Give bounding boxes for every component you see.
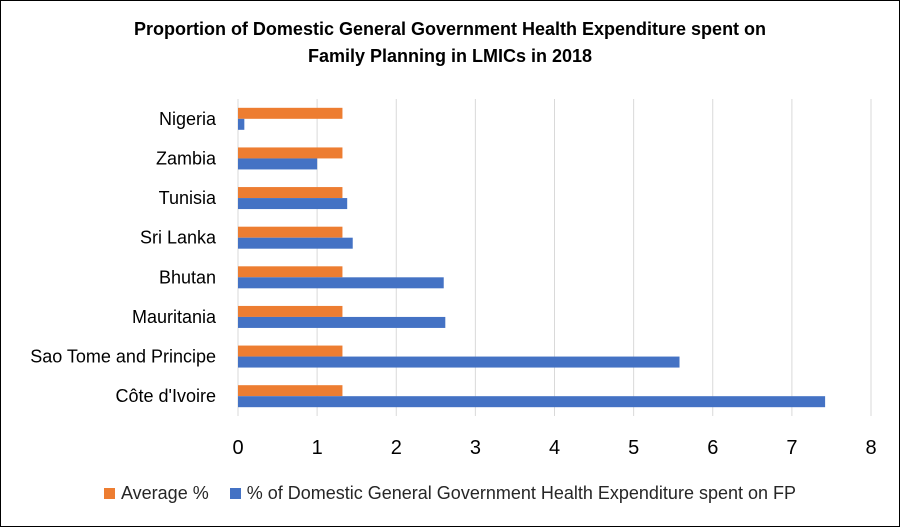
legend-swatch-average (103, 488, 115, 499)
category-label-sri-lanka: Sri Lanka (140, 228, 217, 248)
bar-fp-share-mauritania (238, 316, 446, 328)
bar-fp-share-zambia (238, 158, 318, 170)
bar-average-nigeria (238, 107, 343, 119)
bar-fp-share-c-te-d-ivoire (238, 396, 826, 408)
x-tick-label-4: 4 (549, 437, 560, 459)
x-axis-tick-labels: 0 1 2 3 4 5 6 7 8 (232, 437, 876, 459)
category-labels: Nigeria Zambia Tunisia Sri Lanka Bhutan Mauri… (30, 109, 217, 406)
category-label-mauritania: Mauritania (132, 307, 217, 327)
bar-fp-share-sri-lanka (238, 237, 353, 249)
x-tick-label-3: 3 (470, 437, 481, 459)
legend-label-fp-share: % of Domestic General Government Health … (246, 483, 797, 503)
chart-title-line-1: Proportion of Domestic General Governmen… (133, 19, 767, 39)
chart-title-line-2: Family Planning in LMICs in 2018 (307, 46, 593, 66)
bar-average-sao-tome-and-principe (238, 345, 343, 357)
x-tick-label-5: 5 (628, 437, 639, 459)
category-label-bhutan: Bhutan (159, 267, 216, 287)
chart-title: Proportion of Domestic General Governmen… (0, 16, 900, 70)
bar-fp-share-nigeria (238, 118, 245, 130)
bars (238, 107, 826, 408)
gridlines (237, 99, 872, 416)
x-tick-label-0: 0 (232, 437, 243, 459)
bar-average-c-te-d-ivoire (238, 385, 343, 397)
category-label-zambia: Zambia (156, 148, 217, 168)
x-tick-label-2: 2 (391, 437, 402, 459)
legend-item-average: Average % (103, 483, 209, 504)
category-label-nigeria: Nigeria (159, 109, 217, 129)
legend-swatch-fp-share (229, 488, 241, 499)
category-label-c-te-d-ivoire: Côte d'Ivoire (116, 386, 217, 406)
bar-fp-share-sao-tome-and-principe (238, 356, 680, 368)
bar-average-zambia (238, 147, 343, 159)
bar-average-mauritania (238, 305, 343, 317)
x-tick-label-6: 6 (707, 437, 718, 459)
bar-fp-share-tunisia (238, 198, 348, 210)
category-label-tunisia: Tunisia (159, 188, 217, 208)
bar-average-sri-lanka (238, 226, 343, 238)
bar-average-tunisia (238, 187, 343, 199)
bar-fp-share-bhutan (238, 277, 444, 289)
x-tick-label-7: 7 (786, 437, 797, 459)
x-tick-label-1: 1 (312, 437, 323, 459)
legend-item-fp-share: % of Domestic General Government Health … (229, 483, 797, 504)
legend-label-average: Average % (120, 483, 209, 503)
category-label-sao-tome-and-principe: Sao Tome and Principe (30, 347, 216, 367)
x-tick-label-8: 8 (865, 437, 876, 459)
bar-average-bhutan (238, 266, 343, 278)
legend: Average % % of Domestic General Governme… (0, 483, 900, 504)
